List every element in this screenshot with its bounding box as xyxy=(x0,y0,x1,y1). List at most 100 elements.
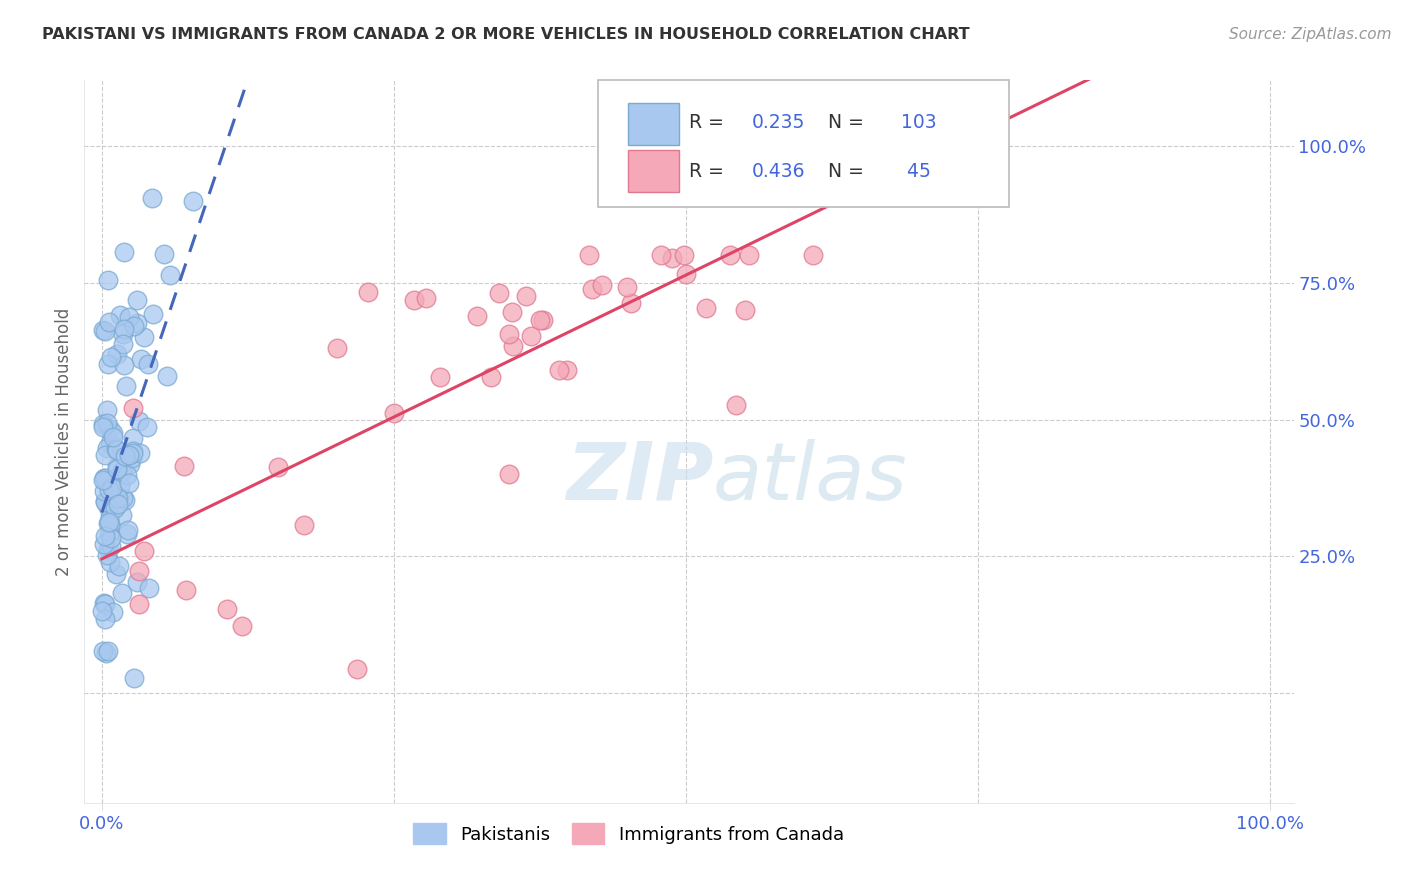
Point xyxy=(115,527,138,541)
Point xyxy=(94,494,117,508)
Point xyxy=(173,458,195,473)
Point xyxy=(96,402,118,417)
Point xyxy=(581,282,603,296)
Point xyxy=(531,312,554,326)
Point xyxy=(620,295,643,310)
Point xyxy=(93,470,115,484)
Point xyxy=(129,351,152,366)
Point xyxy=(112,326,135,341)
Point xyxy=(661,252,683,266)
Point xyxy=(96,548,118,562)
Point xyxy=(734,302,756,317)
Point xyxy=(122,401,145,415)
Point xyxy=(326,341,349,355)
Point xyxy=(738,248,761,262)
Point xyxy=(357,285,380,300)
Point xyxy=(101,481,124,495)
Point xyxy=(136,420,159,434)
Point xyxy=(91,603,114,617)
Point xyxy=(382,406,405,420)
Point xyxy=(142,307,165,321)
Point xyxy=(101,605,124,619)
Text: ZIP: ZIP xyxy=(565,439,713,516)
Point xyxy=(94,494,117,508)
Text: R =: R = xyxy=(689,113,730,132)
Point xyxy=(125,293,148,308)
Point xyxy=(121,451,143,466)
Point xyxy=(96,441,118,455)
Text: atlas: atlas xyxy=(713,439,908,516)
Point xyxy=(100,539,122,553)
Point xyxy=(93,529,115,543)
Point xyxy=(616,279,638,293)
Point xyxy=(479,370,502,384)
Point xyxy=(153,247,176,261)
Point xyxy=(104,501,127,516)
Point xyxy=(181,194,204,209)
Text: PAKISTANI VS IMMIGRANTS FROM CANADA 2 OR MORE VEHICLES IN HOUSEHOLD CORRELATION : PAKISTANI VS IMMIGRANTS FROM CANADA 2 OR… xyxy=(42,27,970,42)
Point xyxy=(724,398,747,412)
FancyBboxPatch shape xyxy=(628,151,679,193)
Point xyxy=(498,326,520,341)
Point xyxy=(108,479,131,493)
Point xyxy=(112,244,135,259)
Point xyxy=(94,495,117,509)
Point xyxy=(529,312,551,326)
Text: N =: N = xyxy=(828,113,870,132)
Point xyxy=(98,515,121,529)
Text: 103: 103 xyxy=(901,113,936,132)
Point xyxy=(114,449,136,463)
Point xyxy=(591,278,613,293)
Point xyxy=(96,416,118,430)
Point xyxy=(122,671,145,685)
Point xyxy=(91,419,114,434)
Point xyxy=(672,248,695,262)
Text: N =: N = xyxy=(828,161,870,181)
Point xyxy=(501,304,523,318)
Point xyxy=(121,443,143,458)
Point xyxy=(105,347,128,361)
Point xyxy=(105,567,128,582)
Point xyxy=(215,601,238,615)
Point xyxy=(415,291,437,305)
Point xyxy=(114,492,136,507)
Text: R =: R = xyxy=(689,161,730,181)
Point xyxy=(138,581,160,595)
Point xyxy=(578,248,600,262)
Point xyxy=(114,358,136,372)
Y-axis label: 2 or more Vehicles in Household: 2 or more Vehicles in Household xyxy=(55,308,73,575)
Text: 0.235: 0.235 xyxy=(752,113,806,132)
Point xyxy=(98,527,121,541)
Point xyxy=(108,559,131,574)
Point xyxy=(97,500,120,515)
Point xyxy=(488,286,510,301)
Point xyxy=(520,329,543,343)
Point xyxy=(97,643,120,657)
FancyBboxPatch shape xyxy=(628,103,679,145)
Point xyxy=(128,446,150,460)
Point xyxy=(91,644,114,658)
Point xyxy=(101,426,124,441)
Point xyxy=(174,583,197,598)
Point xyxy=(93,597,115,611)
Point xyxy=(93,596,115,610)
Point xyxy=(127,316,149,330)
Point xyxy=(111,508,134,522)
Point xyxy=(94,324,117,338)
Point xyxy=(98,422,121,436)
Point xyxy=(94,612,117,626)
Point xyxy=(128,564,150,578)
Point xyxy=(128,597,150,611)
Point xyxy=(695,301,717,316)
Point xyxy=(122,431,145,445)
Point xyxy=(112,322,135,336)
Point xyxy=(93,483,115,498)
Point xyxy=(98,508,121,523)
Point xyxy=(110,308,132,322)
Point xyxy=(515,289,537,303)
Point xyxy=(111,586,134,600)
Point xyxy=(231,619,253,633)
Point xyxy=(94,475,117,489)
Text: 0.436: 0.436 xyxy=(752,161,806,181)
Point xyxy=(122,446,145,460)
